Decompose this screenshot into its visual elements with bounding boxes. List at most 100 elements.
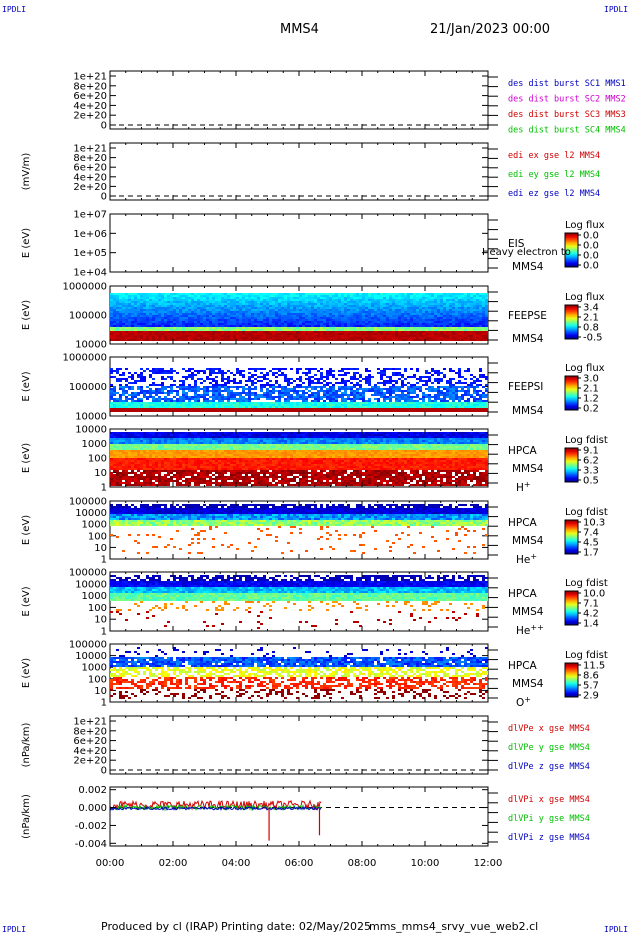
spectrogram-cell: [332, 331, 335, 333]
spectrogram-cell: [425, 384, 428, 386]
spectrogram-cell: [212, 404, 215, 406]
spectrogram-cell: [203, 335, 206, 337]
spectrogram-cell: [431, 309, 434, 311]
spectrogram-cell: [470, 325, 473, 327]
spectrogram-cell: [227, 404, 230, 406]
spectrogram-cell: [314, 404, 317, 406]
spectrogram-cell: [185, 388, 188, 390]
spectrogram-cell: [431, 313, 434, 315]
spectrogram-cell: [251, 392, 254, 394]
spectrogram-cell: [332, 384, 335, 386]
spectrogram-cell: [452, 299, 455, 301]
spectrogram-cell: [416, 309, 419, 311]
spectrogram-cell: [173, 400, 176, 402]
spectrogram-cell: [233, 335, 236, 337]
spectrogram-cell: [215, 321, 218, 323]
spectrogram-cell: [131, 335, 134, 337]
spectrogram-cell: [308, 295, 311, 297]
spectrogram-cell: [461, 388, 464, 390]
spectrogram-cell: [461, 309, 464, 311]
spectrogram-cell: [332, 295, 335, 297]
spectrogram-cell: [209, 406, 212, 408]
spectrogram-cell: [380, 301, 383, 303]
spectrogram-cell: [404, 398, 407, 400]
spectrogram-cell: [158, 398, 161, 400]
spectrogram-cell: [353, 299, 356, 301]
spectrogram-cell: [368, 402, 371, 404]
spectrogram-cell: [410, 327, 413, 329]
spectrogram-cell: [164, 400, 167, 402]
spectrogram-cell: [413, 392, 416, 394]
spectrogram-cell: [356, 293, 359, 295]
spectrogram-cell: [425, 295, 428, 297]
spectrogram-cell: [479, 335, 482, 337]
spectrogram-cell: [218, 323, 221, 325]
spectrogram-cell: [185, 339, 188, 341]
spectrogram-cell: [323, 315, 326, 317]
spectrogram-cell: [266, 305, 269, 307]
spectrogram-cell: [125, 406, 128, 408]
spectrogram-cell: [335, 313, 338, 315]
spectrogram-cell: [158, 309, 161, 311]
spectrogram-cell: [161, 404, 164, 406]
spectrogram-cell: [194, 394, 197, 396]
spectrogram-cell: [197, 309, 200, 311]
spectrogram-cell: [305, 388, 308, 390]
spectrogram-cell: [437, 313, 440, 315]
spectrogram-cell: [434, 370, 437, 372]
spectrogram-cell: [368, 325, 371, 327]
spectrogram-cell: [428, 325, 431, 327]
spectrogram-cell: [368, 323, 371, 325]
spectrogram-cell: [236, 331, 239, 333]
spectrogram-cell: [203, 307, 206, 309]
spectrogram-cell: [263, 402, 266, 404]
spectrogram-cell: [254, 321, 257, 323]
spectrogram-cell: [425, 376, 428, 378]
spectrogram-cell: [425, 315, 428, 317]
spectrogram-cell: [428, 331, 431, 333]
panel-frame: [109, 213, 489, 273]
spectrogram-cell: [257, 329, 260, 331]
spectrogram-cell: [170, 293, 173, 295]
spectrogram-cell: [410, 325, 413, 327]
spectrogram-cell: [404, 311, 407, 313]
spectrogram-cell: [473, 317, 476, 319]
spectrogram-cell: [143, 370, 146, 372]
spectrogram-cell: [467, 327, 470, 329]
spectrogram-cell: [359, 339, 362, 341]
spectrogram-cell: [119, 321, 122, 323]
spectrogram-cell: [347, 388, 350, 390]
spectrogram-cell: [323, 386, 326, 388]
spectrogram-cell: [167, 392, 170, 394]
spectrogram-cell: [152, 297, 155, 299]
spectrogram-cell: [419, 339, 422, 341]
spectrogram-cell: [323, 400, 326, 402]
spectrogram-cell: [404, 396, 407, 398]
spectrogram-cell: [356, 388, 359, 390]
spectrogram-cell: [476, 331, 479, 333]
spectrogram-cell: [233, 339, 236, 341]
spectrogram-cell: [416, 315, 419, 317]
spectrogram-cell: [428, 339, 431, 341]
spectrogram-cell: [341, 398, 344, 400]
spectrogram-cell: [218, 333, 221, 335]
spectrogram-cell: [212, 317, 215, 319]
spectrogram-cell: [293, 293, 296, 295]
colorbar-tick-label: 0.0: [583, 231, 599, 242]
spectrogram-cell: [260, 303, 263, 305]
spectrogram-cell: [263, 331, 266, 333]
spectrogram-cell: [329, 390, 332, 392]
spectrogram-cell: [389, 317, 392, 319]
spectrogram-cell: [152, 323, 155, 325]
spectrogram-cell: [449, 368, 452, 370]
spectrogram-cell: [200, 321, 203, 323]
spectrogram-cell: [194, 309, 197, 311]
spectrogram-cell: [179, 388, 182, 390]
spectrogram-cell: [425, 396, 428, 398]
spectrogram-cell: [443, 386, 446, 388]
spectrogram-cell: [149, 327, 152, 329]
spectrogram-cell: [404, 301, 407, 303]
spectrogram-cell: [284, 317, 287, 319]
spectrogram-cell: [254, 333, 257, 335]
spectrogram-cell: [440, 386, 443, 388]
